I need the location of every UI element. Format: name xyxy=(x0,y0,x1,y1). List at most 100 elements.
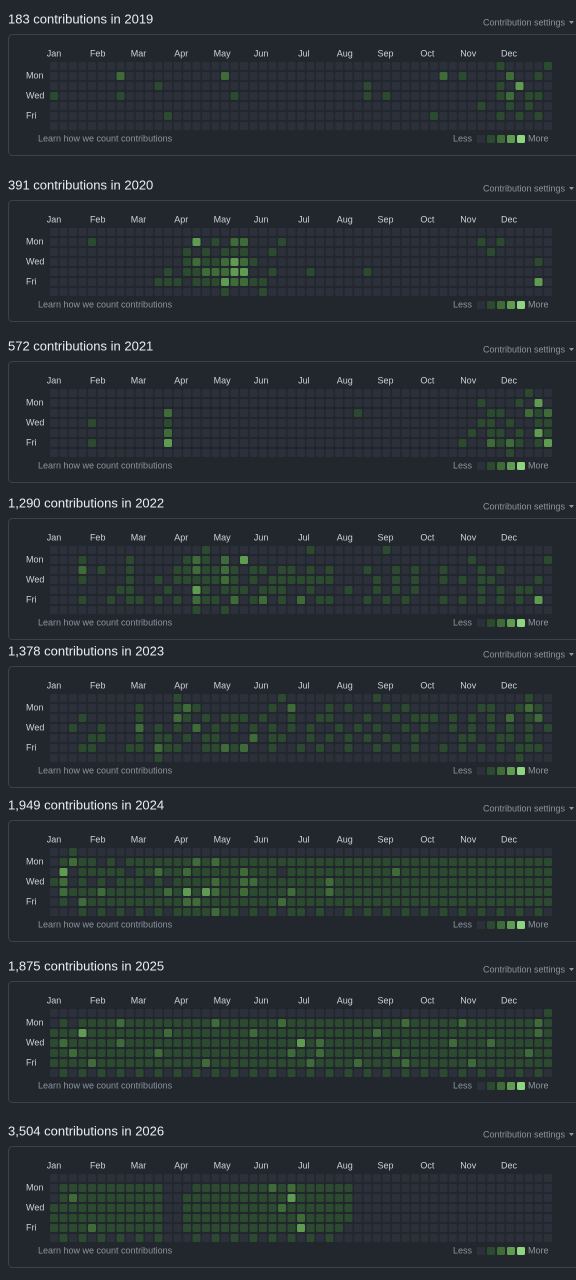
contribution-cell[interactable] xyxy=(50,62,58,70)
contribution-cell[interactable] xyxy=(297,744,305,752)
contribution-cell[interactable] xyxy=(392,238,400,246)
contribution-cell[interactable] xyxy=(468,858,476,866)
contribution-cell[interactable] xyxy=(69,576,77,584)
contribution-cell[interactable] xyxy=(420,389,429,397)
contribution-cell[interactable] xyxy=(382,439,391,447)
contribution-cell[interactable] xyxy=(335,586,343,594)
contribution-cell[interactable] xyxy=(373,1049,381,1057)
contribution-cell[interactable] xyxy=(373,868,381,876)
contribution-cell[interactable] xyxy=(354,102,362,110)
contribution-cell[interactable] xyxy=(449,878,457,886)
contribution-cell[interactable] xyxy=(534,1184,543,1192)
contribution-cell[interactable] xyxy=(154,586,163,594)
contribution-cell[interactable] xyxy=(297,1184,305,1192)
contribution-cell[interactable] xyxy=(173,596,182,604)
contribution-cell[interactable] xyxy=(382,389,391,397)
contribution-cell[interactable] xyxy=(534,1194,543,1202)
contribution-cell[interactable] xyxy=(344,704,353,712)
contribution-cell[interactable] xyxy=(354,1174,362,1182)
contribution-cell[interactable] xyxy=(211,268,220,276)
contribution-cell[interactable] xyxy=(363,858,372,866)
contribution-cell[interactable] xyxy=(145,1174,153,1182)
contribution-cell[interactable] xyxy=(515,1204,524,1212)
contribution-cell[interactable] xyxy=(88,908,96,916)
contribution-cell[interactable] xyxy=(477,744,486,752)
contribution-cell[interactable] xyxy=(116,102,125,110)
contribution-cell[interactable] xyxy=(50,449,58,457)
contribution-cell[interactable] xyxy=(297,1224,305,1232)
contribution-cell[interactable] xyxy=(240,399,248,407)
contribution-cell[interactable] xyxy=(544,546,552,554)
contribution-cell[interactable] xyxy=(97,429,106,437)
contribution-cell[interactable] xyxy=(135,1069,144,1077)
contribution-cell[interactable] xyxy=(515,92,524,100)
contribution-cell[interactable] xyxy=(164,1049,172,1057)
contribution-cell[interactable] xyxy=(458,1009,467,1017)
contribution-cell[interactable] xyxy=(306,1234,315,1242)
contribution-cell[interactable] xyxy=(316,238,324,246)
contribution-cell[interactable] xyxy=(287,1224,296,1232)
contribution-cell[interactable] xyxy=(382,586,391,594)
contribution-cell[interactable] xyxy=(135,754,144,762)
contribution-cell[interactable] xyxy=(458,878,467,886)
contribution-cell[interactable] xyxy=(316,546,324,554)
contribution-cell[interactable] xyxy=(164,704,172,712)
contribution-cell[interactable] xyxy=(221,72,229,80)
contribution-cell[interactable] xyxy=(259,1029,267,1037)
contribution-cell[interactable] xyxy=(116,1174,125,1182)
contribution-cell[interactable] xyxy=(88,714,96,722)
contribution-cell[interactable] xyxy=(487,228,495,236)
contribution-cell[interactable] xyxy=(449,389,457,397)
contribution-cell[interactable] xyxy=(211,1184,220,1192)
contribution-cell[interactable] xyxy=(525,1214,533,1222)
contribution-cell[interactable] xyxy=(430,724,438,732)
contribution-cell[interactable] xyxy=(430,429,438,437)
contribution-cell[interactable] xyxy=(316,848,324,856)
contribution-cell[interactable] xyxy=(126,888,134,896)
contribution-cell[interactable] xyxy=(259,439,267,447)
contribution-cell[interactable] xyxy=(154,694,163,702)
contribution-cell[interactable] xyxy=(354,278,362,286)
contribution-cell[interactable] xyxy=(430,288,438,296)
contribution-cell[interactable] xyxy=(78,754,87,762)
contribution-cell[interactable] xyxy=(515,409,524,417)
contribution-cell[interactable] xyxy=(430,888,438,896)
contribution-cell[interactable] xyxy=(135,858,144,866)
contribution-cell[interactable] xyxy=(325,1194,334,1202)
contribution-cell[interactable] xyxy=(230,248,239,256)
contribution-cell[interactable] xyxy=(259,62,267,70)
contribution-cell[interactable] xyxy=(116,419,125,427)
contribution-cell[interactable] xyxy=(449,888,457,896)
contribution-cell[interactable] xyxy=(449,258,457,266)
contribution-cell[interactable] xyxy=(249,556,258,564)
contribution-cell[interactable] xyxy=(88,754,96,762)
contribution-cell[interactable] xyxy=(221,1194,229,1202)
contribution-cell[interactable] xyxy=(335,1204,343,1212)
contribution-cell[interactable] xyxy=(515,238,524,246)
contribution-cell[interactable] xyxy=(78,278,87,286)
contribution-cell[interactable] xyxy=(88,449,96,457)
contribution-cell[interactable] xyxy=(354,858,362,866)
contribution-cell[interactable] xyxy=(116,389,125,397)
contribution-cell[interactable] xyxy=(316,258,324,266)
contribution-cell[interactable] xyxy=(525,112,533,120)
contribution-cell[interactable] xyxy=(183,546,191,554)
contribution-cell[interactable] xyxy=(525,744,533,752)
contribution-cell[interactable] xyxy=(173,429,182,437)
contribution-cell[interactable] xyxy=(221,419,229,427)
contribution-cell[interactable] xyxy=(335,576,343,584)
contribution-cell[interactable] xyxy=(183,858,191,866)
contribution-cell[interactable] xyxy=(259,1049,267,1057)
contribution-cell[interactable] xyxy=(278,1069,286,1077)
contribution-cell[interactable] xyxy=(107,248,115,256)
contribution-cell[interactable] xyxy=(506,908,514,916)
contribution-cell[interactable] xyxy=(240,112,248,120)
contribution-cell[interactable] xyxy=(135,419,144,427)
contribution-cell[interactable] xyxy=(534,122,543,130)
contribution-cell[interactable] xyxy=(392,112,400,120)
contribution-cell[interactable] xyxy=(221,1224,229,1232)
contribution-cell[interactable] xyxy=(401,429,410,437)
contribution-cell[interactable] xyxy=(164,694,172,702)
contribution-cell[interactable] xyxy=(183,238,191,246)
contribution-cell[interactable] xyxy=(278,268,286,276)
